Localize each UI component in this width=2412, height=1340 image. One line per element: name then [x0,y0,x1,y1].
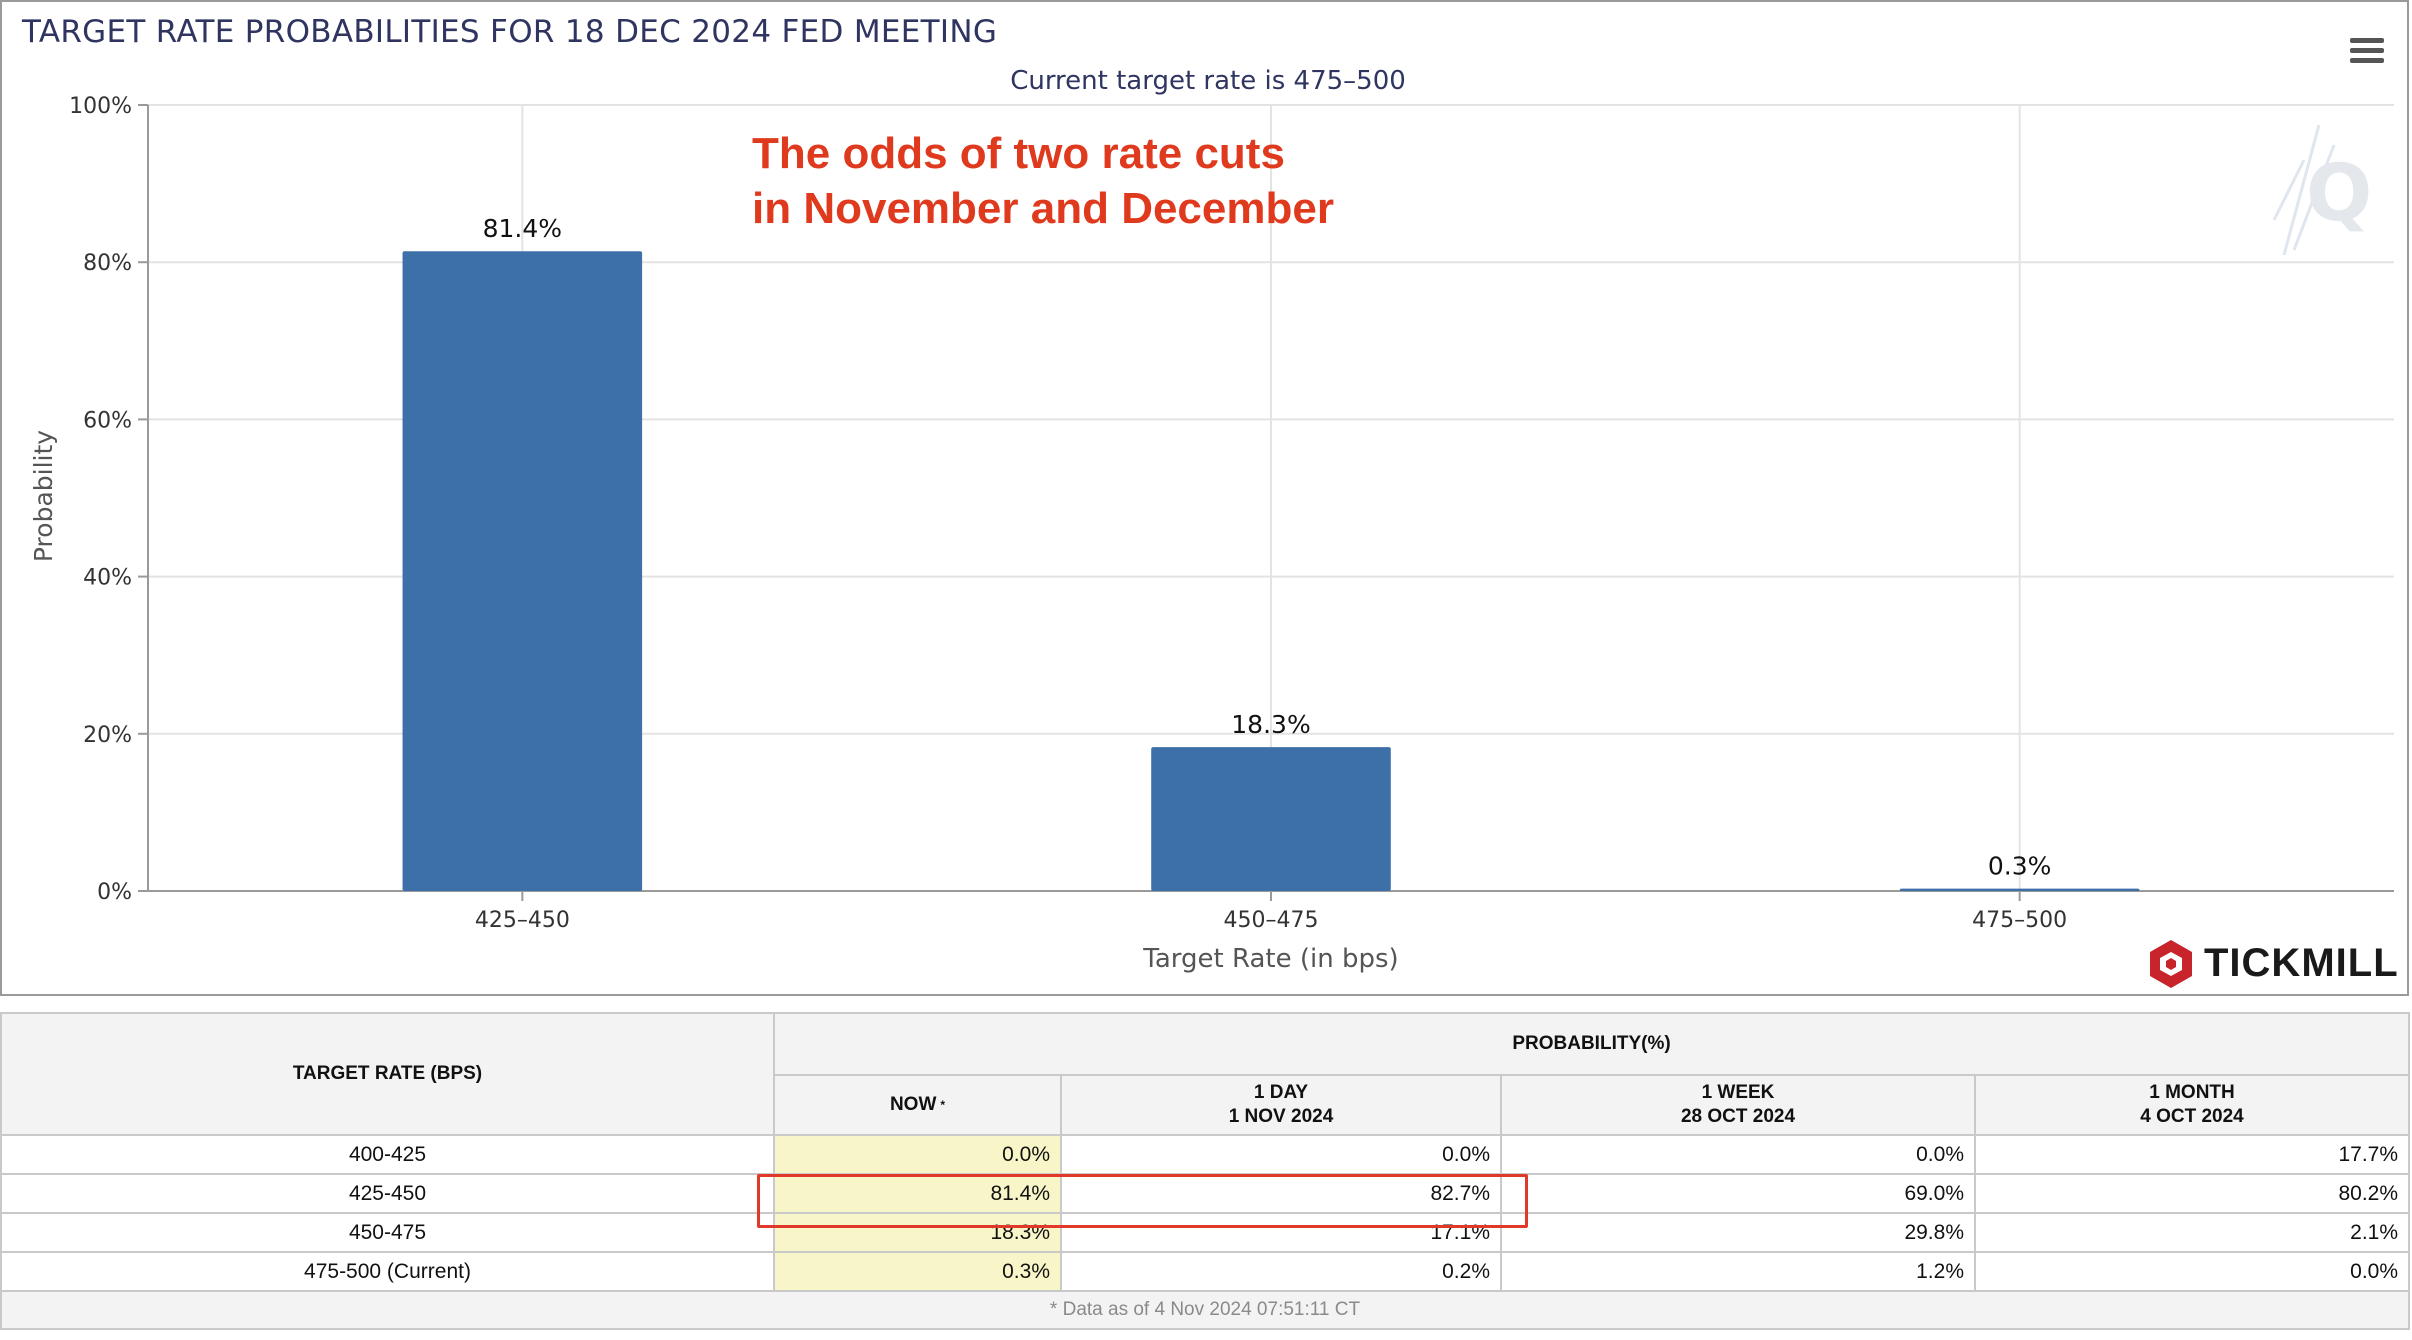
month-cell: 0.0% [1973,1251,2411,1292]
annotation-line-2: in November and December [752,184,1334,233]
now-cell: 0.3% [773,1251,1062,1292]
y-tick-label: 100% [69,94,132,119]
day-cell: 82.7% [1060,1173,1502,1214]
tickmill-logo: TICKMILL [2148,936,2399,990]
tickmill-logo-icon [2150,940,2192,988]
probability-table: TARGET RATE (BPS) PROBABILITY(%) NOW * 1 … [0,1012,2411,1330]
y-tick-label: 20% [83,723,132,748]
now-cell: 81.4% [773,1173,1062,1214]
svg-text:Q: Q [2306,149,2372,239]
week-cell: 69.0% [1500,1173,1976,1214]
bar [1151,747,1391,891]
q-watermark-icon: Q [2272,124,2372,256]
now-footnote-mark: * [940,1098,946,1112]
y-tick-label: 80% [83,251,132,276]
y-tick-label: 60% [83,408,132,433]
chart-title: TARGET RATE PROBABILITIES FOR 18 DEC 202… [22,14,998,50]
header-target-rate: TARGET RATE (BPS) [0,1012,775,1136]
table-row: 400-425 0.0% 0.0% 0.0% 17.7% [0,1134,2411,1175]
bar [1899,888,2140,891]
table-row: 425-450 81.4% 82.7% 69.0% 80.2% [0,1173,2411,1214]
header-probability: PROBABILITY(%) [772,1012,2411,1076]
x-tick-label: 475–500 [1972,908,2067,933]
header-now: NOW * [773,1074,1062,1136]
bar [402,251,643,892]
annotation-line-1: The odds of two rate cuts [752,129,1285,178]
y-axis-title: Probability [29,430,58,562]
chart-annotation: The odds of two rate cuts in November an… [752,126,1334,236]
now-cell: 18.3% [773,1212,1062,1253]
x-tick-label: 450–475 [1224,908,1319,933]
month-cell: 2.1% [1973,1212,2411,1253]
y-tick-label: 40% [83,566,132,591]
data-label: 81.4% [483,214,562,243]
week-cell: 29.8% [1500,1212,1976,1253]
data-label: 18.3% [1231,710,1310,739]
bar-chart: 0% 20% 40% 60% 80% 100% 81.4% 425–450 18.3% 450–4… [29,94,2394,974]
y-tick-label: 0% [97,880,132,905]
header-1-day: 1 DAY 1 NOV 2024 [1060,1074,1502,1136]
x-axis-title: Target Rate (in bps) [1142,944,1398,974]
week-cell: 0.0% [1500,1134,1976,1175]
month-cell: 17.7% [1973,1134,2411,1175]
hamburger-menu-icon[interactable] [2350,38,2384,66]
table-row: 450-475 18.3% 17.1% 29.8% 2.1% [0,1212,2411,1253]
data-label: 0.3% [1988,852,2052,881]
chart-panel: TARGET RATE PROBABILITIES FOR 18 DEC 202… [0,0,2409,996]
month-cell: 80.2% [1973,1173,2411,1214]
now-cell: 0.0% [773,1134,1062,1175]
day-cell: 0.2% [1060,1251,1502,1292]
data-timestamp-footnote: * Data as of 4 Nov 2024 07:51:11 CT [0,1290,2411,1330]
header-1-week: 1 WEEK 28 OCT 2024 [1500,1074,1976,1136]
chart-subtitle: Current target rate is 475–500 [1010,66,1406,96]
rate-cell: 425-450 [0,1173,775,1214]
day-cell: 17.1% [1060,1212,1502,1253]
tickmill-logo-text: TICKMILL [2204,940,2399,985]
day-cell: 0.0% [1060,1134,1502,1175]
table-row: 475-500 (Current) 0.3% 0.2% 1.2% 0.0% [0,1251,2411,1292]
rate-cell: 475-500 (Current) [0,1251,775,1292]
rate-cell: 400-425 [0,1134,775,1175]
rate-cell: 450-475 [0,1212,775,1253]
x-tick-label: 425–450 [475,908,570,933]
header-1-month: 1 MONTH 4 OCT 2024 [1973,1074,2411,1136]
week-cell: 1.2% [1500,1251,1976,1292]
